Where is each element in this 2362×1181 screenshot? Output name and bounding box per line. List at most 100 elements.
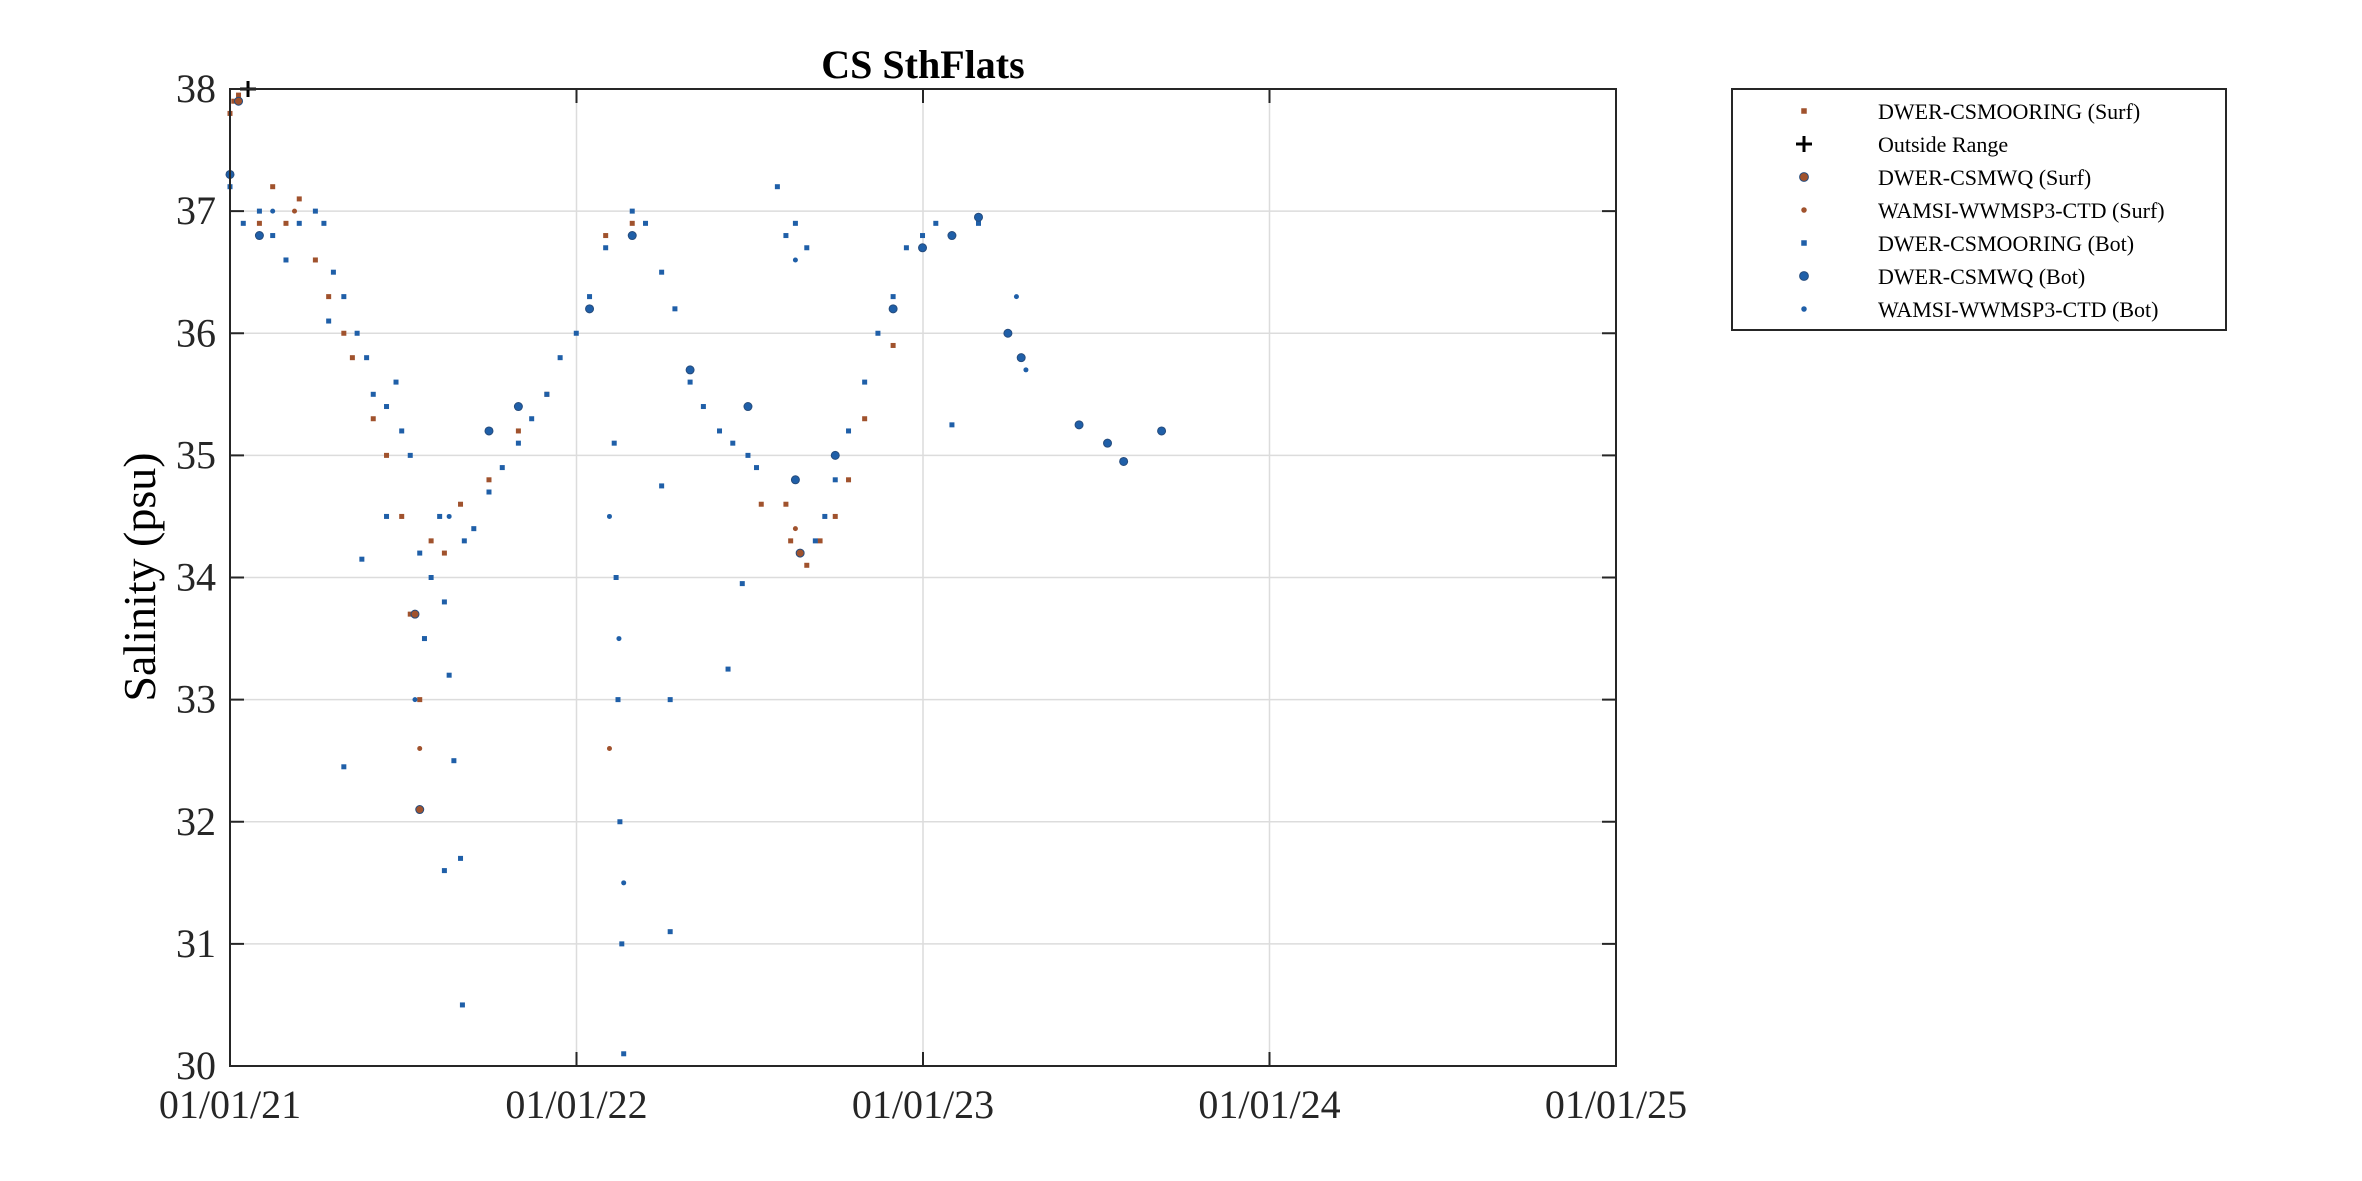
data-point — [1013, 294, 1019, 300]
legend-marker — [1799, 271, 1809, 281]
legend-items: DWER-CSMOORING (Surf) Outside Range DWER-C… — [1796, 99, 2165, 322]
series-3 — [292, 208, 798, 751]
legend-marker — [1801, 240, 1807, 246]
legend-label: DWER-CSMWQ (Bot) — [1878, 264, 2085, 289]
data-point — [484, 426, 494, 436]
data-point — [330, 269, 336, 275]
data-point — [627, 231, 637, 241]
data-point — [804, 245, 810, 251]
y-tick-label: 31 — [176, 921, 216, 966]
data-point — [296, 196, 302, 202]
data-point — [933, 220, 939, 226]
data-point — [862, 416, 868, 422]
data-point — [529, 416, 535, 422]
data-point — [446, 513, 452, 519]
data-point — [1003, 328, 1013, 338]
data-point — [393, 379, 399, 385]
data-point — [486, 477, 492, 483]
data-point — [341, 294, 347, 300]
y-tick-label: 33 — [176, 677, 216, 722]
data-point — [557, 355, 563, 361]
legend-marker — [1801, 207, 1807, 213]
data-point — [486, 489, 492, 495]
legend-marker — [1796, 136, 1812, 152]
legend-item: WAMSI-WWMSP3-CTD (Bot) — [1801, 297, 2159, 322]
data-point — [730, 440, 736, 446]
data-point — [862, 379, 868, 385]
data-point — [354, 330, 360, 336]
data-point — [667, 929, 673, 935]
data-point — [234, 96, 244, 106]
chart-title: CS SthFlats — [821, 42, 1024, 87]
data-point — [513, 402, 523, 412]
data-point — [417, 550, 423, 556]
data-point — [410, 609, 420, 619]
data-point — [270, 208, 276, 214]
data-point — [830, 450, 840, 460]
data-point — [451, 758, 457, 764]
data-point — [672, 306, 678, 312]
legend-label: WAMSI-WWMSP3-CTD (Surf) — [1878, 198, 2165, 223]
data-point — [613, 575, 619, 580]
data-point — [256, 208, 262, 214]
legend-item: Outside Range — [1796, 132, 2008, 157]
data-point — [384, 513, 390, 519]
data-point — [700, 404, 706, 410]
data-point — [804, 562, 810, 568]
data-point — [603, 233, 609, 239]
y-tick-label: 38 — [176, 66, 216, 111]
data-point — [643, 220, 649, 226]
data-point — [812, 538, 818, 544]
data-point — [441, 599, 447, 605]
data-point — [1023, 367, 1029, 373]
data-point — [615, 697, 621, 703]
data-point — [370, 416, 376, 422]
data-point — [629, 220, 635, 226]
data-point — [312, 257, 318, 263]
data-point — [745, 452, 751, 458]
data-point — [499, 465, 505, 471]
legend-label: WAMSI-WWMSP3-CTD (Bot) — [1878, 297, 2159, 322]
data-point — [421, 636, 427, 642]
data-point — [758, 501, 764, 507]
data-point — [890, 342, 896, 348]
data-point — [1074, 420, 1084, 430]
data-point — [685, 365, 695, 375]
legend-label: DWER-CSMOORING (Bot) — [1878, 231, 2134, 256]
data-point — [1103, 438, 1113, 448]
data-point — [975, 220, 981, 226]
data-point — [459, 1002, 465, 1008]
data-point — [603, 245, 609, 251]
data-point — [296, 220, 302, 226]
legend-marker — [1799, 172, 1809, 182]
data-point — [1157, 426, 1167, 436]
data-point — [412, 697, 418, 703]
data-point — [822, 513, 828, 519]
data-point — [573, 330, 579, 336]
data-point — [471, 526, 477, 532]
data-point — [458, 855, 464, 861]
data-point — [236, 92, 242, 98]
legend-item: DWER-CSMWQ (Surf) — [1799, 165, 2091, 190]
x-tick-label: 01/01/23 — [852, 1082, 994, 1127]
data-point — [783, 233, 789, 239]
data-point — [667, 697, 673, 703]
y-tick-label: 32 — [176, 799, 216, 844]
data-point — [441, 550, 447, 556]
data-point — [788, 538, 794, 544]
data-point — [792, 526, 798, 532]
data-point — [832, 477, 838, 483]
y-tick-label: 34 — [176, 555, 216, 600]
data-point — [364, 355, 370, 361]
y-tick-label: 36 — [176, 310, 216, 355]
data-point — [437, 513, 443, 519]
data-point — [312, 208, 318, 214]
data-point — [254, 231, 264, 241]
data-point — [231, 98, 237, 104]
data-point — [461, 538, 467, 544]
data-point — [399, 513, 405, 519]
data-point — [606, 745, 612, 751]
data-point — [515, 440, 521, 446]
data-point — [292, 208, 298, 214]
